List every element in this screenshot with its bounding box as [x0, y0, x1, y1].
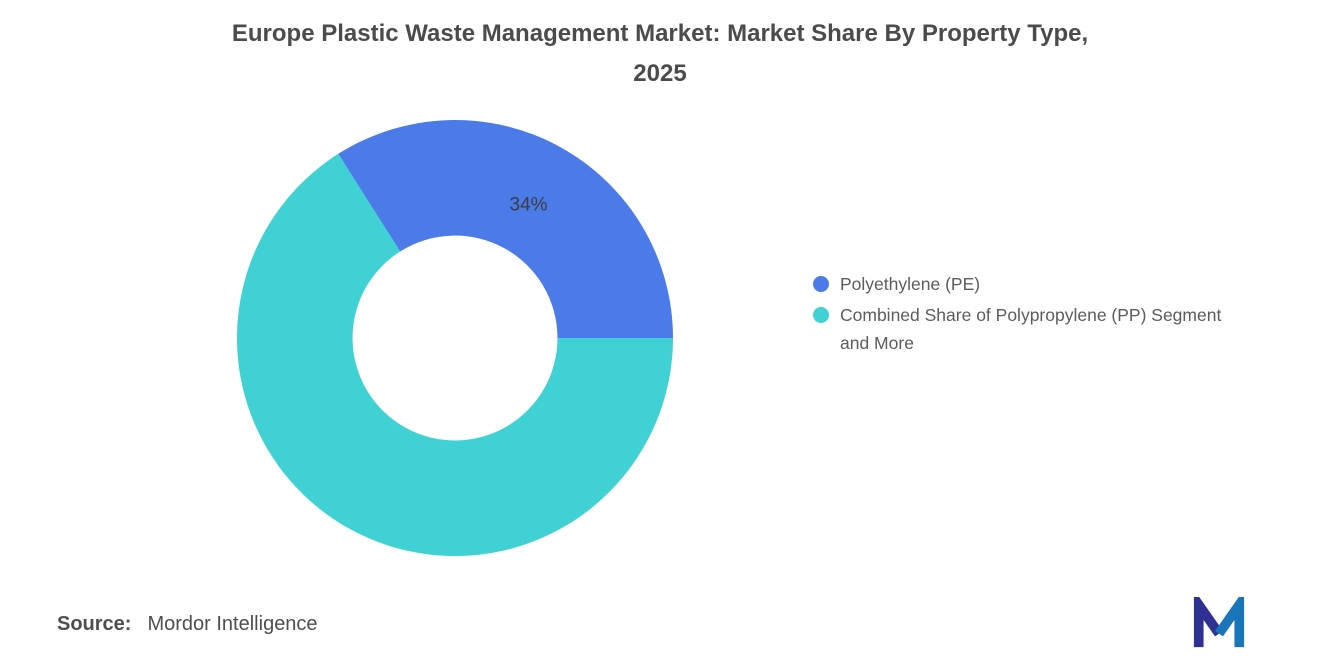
mordor-intelligence-logo	[1193, 597, 1245, 648]
chart-title-line2: 2025	[633, 60, 687, 87]
donut-chart: 34%	[235, 118, 675, 558]
data-label-slice-1: 34%	[510, 194, 548, 215]
legend-label-polypropylene: Combined Share of Polypropylene (PP) Seg…	[840, 305, 1222, 353]
legend-bullet-polyethylene	[813, 276, 829, 292]
legend: Polyethylene (PE) Combined Share of Poly…	[813, 270, 1243, 360]
legend-item-polyethylene: Polyethylene (PE)	[813, 270, 1243, 298]
source-line: Source: Mordor Intelligence	[57, 613, 318, 636]
legend-bullet-polypropylene	[813, 307, 829, 323]
source-value: Mordor Intelligence	[147, 613, 318, 635]
donut-chart-svg: 34%	[236, 120, 674, 556]
legend-label-polyethylene: Polyethylene (PE)	[840, 274, 981, 294]
chart-title: Europe Plastic Waste Management Market: …	[0, 14, 1320, 94]
pie-slice-1	[338, 120, 673, 339]
logo-right-stroke	[1215, 597, 1245, 648]
legend-item-polypropylene: Combined Share of Polypropylene (PP) Seg…	[813, 301, 1243, 357]
logo-left-stroke	[1193, 597, 1223, 648]
chart-title-line1: Europe Plastic Waste Management Market: …	[231, 20, 1089, 47]
pie-slice-2	[236, 153, 674, 556]
source-label: Source:	[57, 613, 132, 635]
